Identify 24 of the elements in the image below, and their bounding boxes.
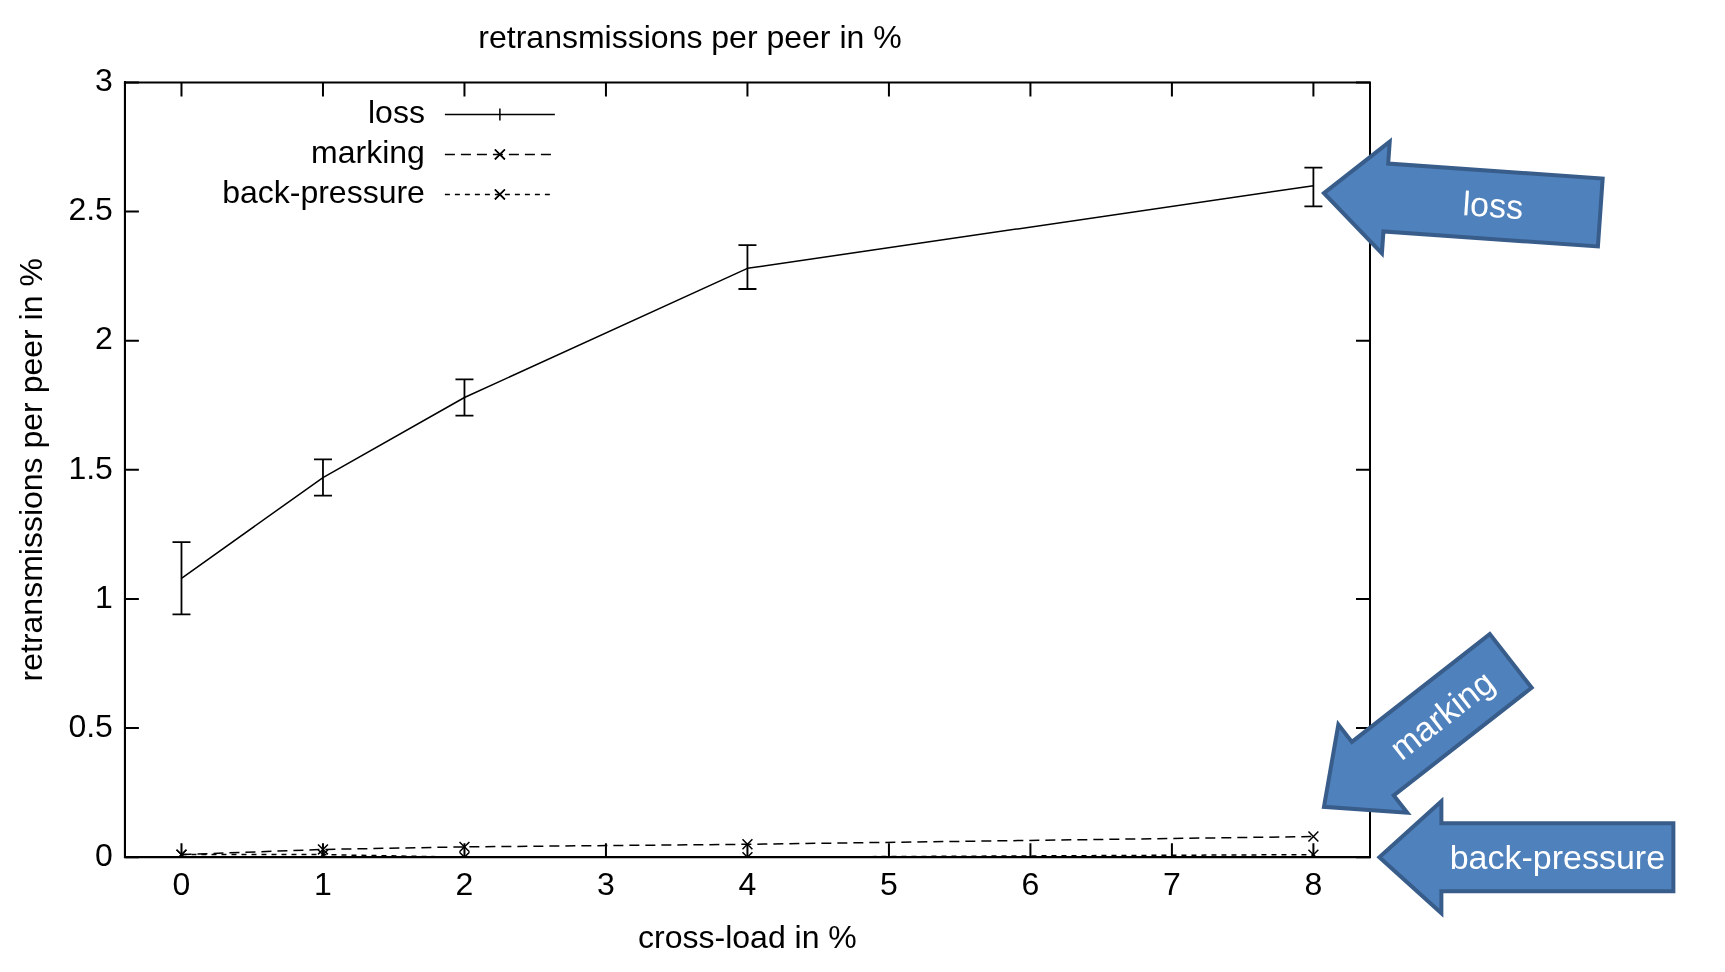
x-tick-label: 0 <box>172 866 191 903</box>
x-tick-label: 2 <box>455 866 474 903</box>
y-tick-label: 2.5 <box>68 191 113 228</box>
text: back-pressure <box>1449 838 1666 877</box>
legend-label: marking <box>311 134 425 171</box>
x-tick-label: 1 <box>314 866 332 903</box>
y-tick-label: 0 <box>95 837 113 874</box>
x-tick-label: 7 <box>1163 866 1181 903</box>
legend-label: loss <box>367 94 425 131</box>
y-tick-label: 3 <box>95 62 113 99</box>
x-tick-label: 3 <box>597 866 615 903</box>
x-tick-label: 8 <box>1304 866 1323 903</box>
y-tick-label: 1.5 <box>68 449 113 486</box>
text: loss <box>1461 183 1525 227</box>
chart-title: retransmissions per peer in % <box>478 19 902 56</box>
x-tick-label: 4 <box>738 866 757 903</box>
y-tick-label: 2 <box>95 320 113 357</box>
y-tick-label: 0.5 <box>68 707 113 744</box>
x-axis-title: cross-load in % <box>638 918 857 955</box>
legend-label: back-pressure <box>222 174 425 211</box>
x-tick-label: 6 <box>1021 866 1040 903</box>
x-tick-label: 5 <box>880 866 898 903</box>
y-tick-label: 1 <box>95 578 113 615</box>
y-axis-title: retransmissions per peer in % <box>13 258 50 682</box>
